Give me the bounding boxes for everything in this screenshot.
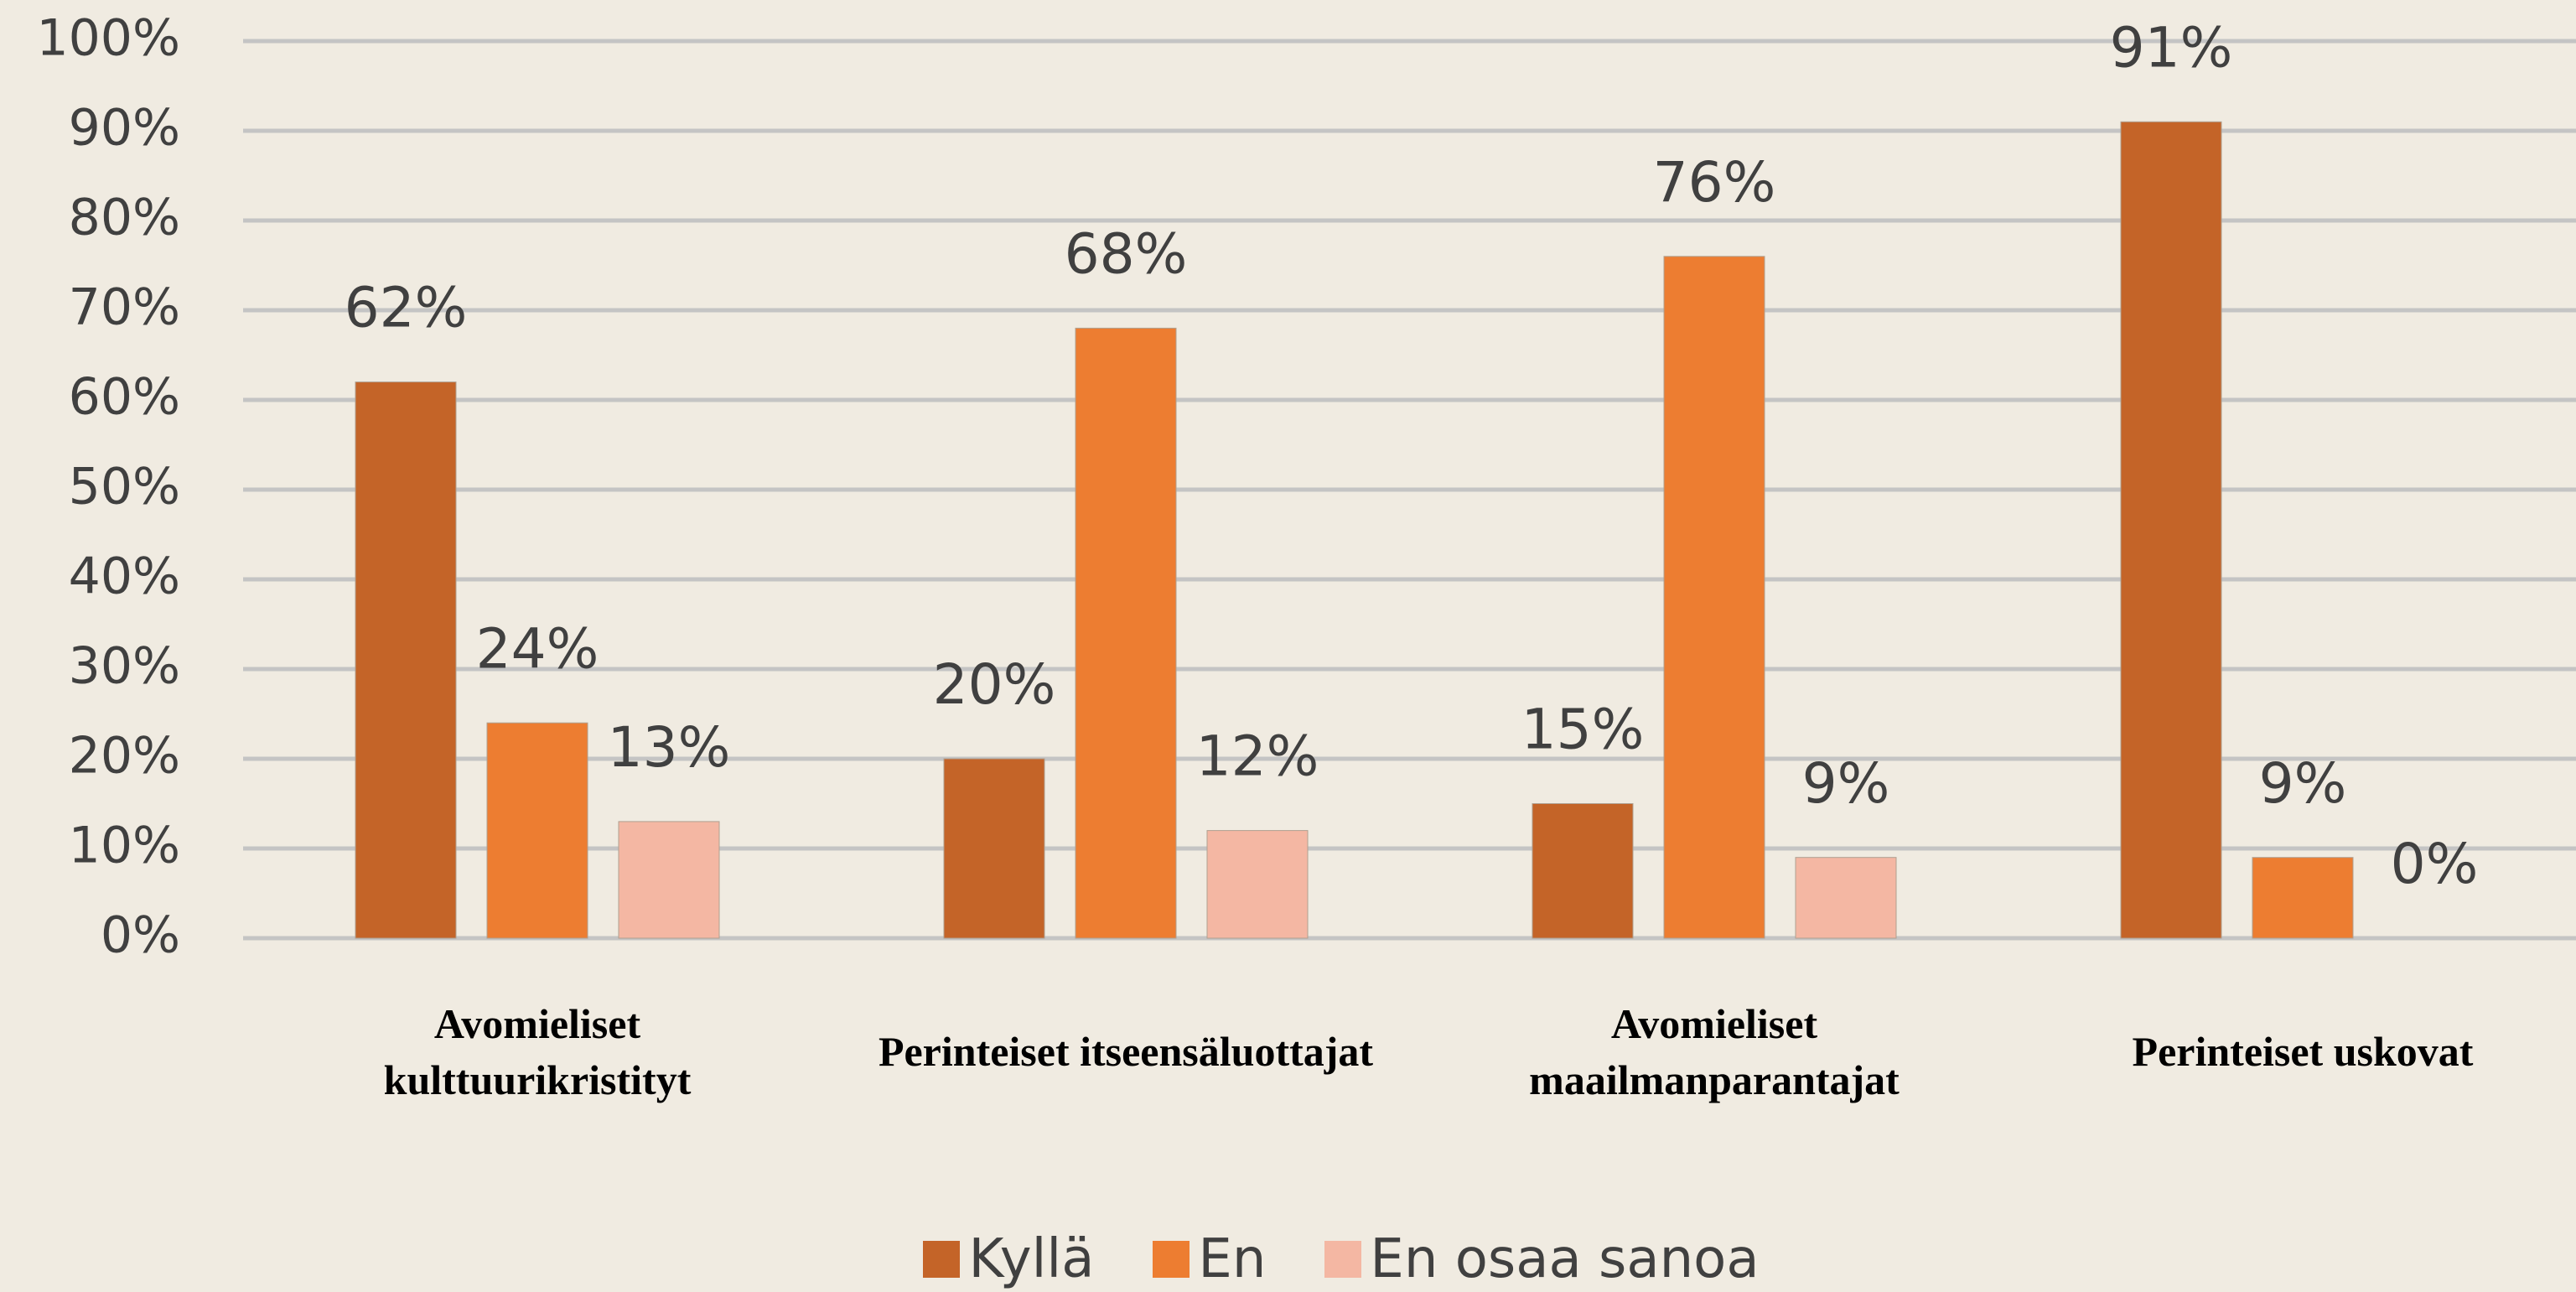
x-tick-label: Avomieliset kulttuurikristityt	[383, 999, 692, 1104]
y-tick-label: 40%	[69, 547, 180, 606]
data-label: 76%	[1653, 150, 1776, 215]
data-label: 24%	[476, 616, 599, 681]
data-label: 62%	[345, 276, 468, 340]
bar	[1663, 256, 1765, 939]
bar	[2252, 857, 2354, 939]
data-label: 0%	[2391, 832, 2479, 896]
x-tick-label: Avomieliset maailmanparantajat	[1529, 999, 1900, 1104]
y-tick-label: 10%	[69, 817, 180, 875]
bar	[618, 821, 720, 939]
bar	[943, 758, 1045, 939]
legend-label: En	[1198, 1228, 1267, 1290]
legend-item: En osaa sanoa	[1324, 1228, 1760, 1290]
legend-item: Kyllä	[923, 1228, 1094, 1290]
legend-label: En osaa sanoa	[1370, 1228, 1760, 1290]
bar	[1795, 857, 1897, 939]
bar	[1206, 830, 1309, 939]
legend-label: Kyllä	[968, 1228, 1095, 1290]
bar	[355, 381, 457, 939]
y-tick-label: 70%	[69, 278, 180, 337]
legend: Kyllä En En osaa sanoa	[0, 1228, 2576, 1290]
x-tick-label: Perinteiset itseensäluottajat	[878, 1028, 1374, 1076]
y-tick-label: 60%	[69, 368, 180, 427]
y-tick-label: 100%	[36, 9, 180, 68]
legend-item: En	[1153, 1228, 1266, 1290]
data-label: 12%	[1196, 724, 1319, 789]
y-tick-label: 20%	[69, 727, 180, 786]
y-tick-label: 0%	[101, 906, 180, 965]
data-label: 9%	[2259, 751, 2347, 816]
bar	[2120, 121, 2222, 939]
data-label: 15%	[1521, 698, 1645, 762]
data-label: 20%	[933, 652, 1056, 717]
x-tick-label: Perinteiset uskovat	[2132, 1028, 2474, 1076]
data-label: 91%	[2110, 15, 2233, 80]
bar	[1075, 327, 1177, 939]
bar	[486, 722, 588, 939]
y-tick-label: 30%	[69, 637, 180, 696]
bar	[1532, 803, 1634, 939]
legend-swatch	[1153, 1241, 1190, 1278]
y-tick-label: 50%	[69, 458, 180, 516]
legend-swatch	[923, 1241, 961, 1278]
y-tick-label: 80%	[69, 189, 180, 247]
data-label: 13%	[608, 715, 731, 780]
y-tick-label: 90%	[69, 99, 180, 158]
legend-swatch	[1324, 1241, 1362, 1278]
data-label: 9%	[1802, 751, 1890, 816]
data-label: 68%	[1065, 221, 1188, 286]
